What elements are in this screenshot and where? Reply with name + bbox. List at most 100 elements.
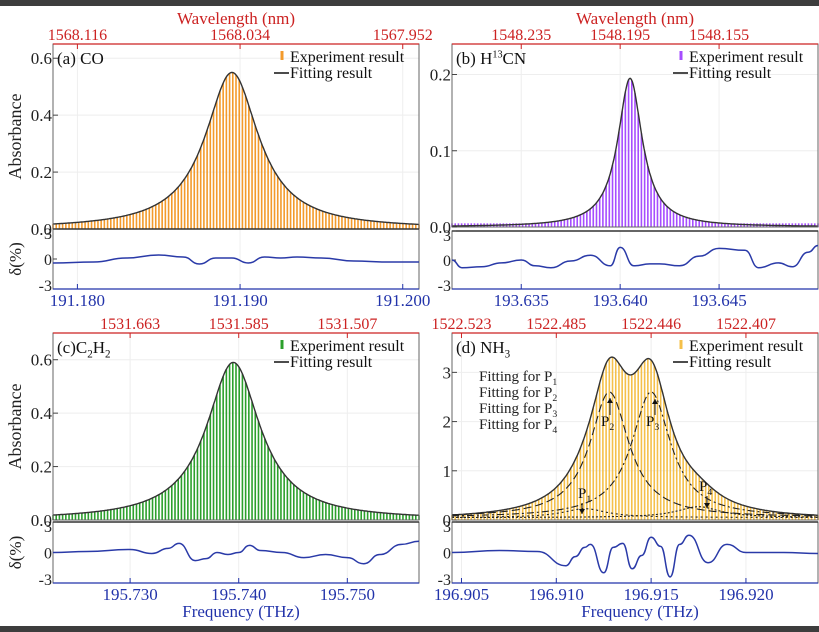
x-tick-label: 196.905 xyxy=(434,585,489,604)
panel-label: (c)C2H2 xyxy=(57,338,111,360)
component-curve-p3 xyxy=(452,391,819,517)
label-part: 1 xyxy=(552,377,557,388)
label-part: 3 xyxy=(505,348,511,360)
x-tick-label: 193.645 xyxy=(691,291,746,310)
window-frame-top xyxy=(0,0,819,6)
x-tick-label: 191.190 xyxy=(212,291,267,310)
y-tick-label: 0.0 xyxy=(430,218,451,237)
label-part: 4 xyxy=(707,487,712,498)
top-tick-label: 1567.952 xyxy=(373,27,433,44)
label-part: (c)C xyxy=(57,338,87,357)
y-tick-label: 0.6 xyxy=(31,49,52,68)
top-tick-label: 1522.523 xyxy=(431,316,491,333)
label-part: 2 xyxy=(552,393,557,404)
label-part: (a) CO xyxy=(57,49,104,68)
residual-y-tick-label: 3 xyxy=(44,226,52,243)
window-frame-bottom xyxy=(0,626,819,632)
label-part: 4 xyxy=(552,425,557,436)
fitting-curve xyxy=(53,361,420,516)
residual-line xyxy=(52,540,420,565)
panel-a: 1568.116 1568.034 1567.952 Wavelength (nm) 0… xyxy=(5,9,433,310)
arrow-head-icon xyxy=(652,399,658,404)
label-part: 13 xyxy=(492,50,502,61)
residual-y-tick-label: -3 xyxy=(438,572,451,589)
y-tick-label: 0.4 xyxy=(31,404,53,423)
legend-item-fitting: Fitting result xyxy=(689,354,772,371)
top-tick-label: 1522.485 xyxy=(526,316,586,333)
arrow-head-icon xyxy=(607,398,613,403)
label-part: P xyxy=(601,414,609,430)
top-tick-label: 1548.195 xyxy=(590,27,650,44)
x-tick-label: 196.920 xyxy=(718,585,773,604)
residual-y-axis-title: δ(%) xyxy=(6,536,25,570)
annotation-p3: P3 xyxy=(646,414,659,433)
experiment-bars xyxy=(451,79,819,227)
legend-item-fitting: Fitting result xyxy=(290,65,373,82)
label-part: 2 xyxy=(609,422,614,433)
x-tick-label: 196.910 xyxy=(529,585,584,604)
arrow-head-icon xyxy=(579,509,585,514)
top-tick-label: 1548.155 xyxy=(689,27,749,44)
component-legend-item: Fitting for P4 xyxy=(479,417,557,436)
label-part: Fitting for P xyxy=(479,369,552,385)
top-tick-label: 1522.446 xyxy=(621,316,681,333)
label-part: 3 xyxy=(552,409,557,420)
panel-label: (d) NH3 xyxy=(456,338,511,360)
legend-item-fitting: Fitting result xyxy=(290,354,373,371)
component-legend-item: Fitting for P3 xyxy=(479,401,557,420)
label-part: Fitting for P xyxy=(479,385,552,401)
y-tick-label: 0.1 xyxy=(430,142,451,161)
arrow-head-icon xyxy=(704,503,710,508)
annotation-p2: P2 xyxy=(601,414,614,433)
component-legend-item: Fitting for P1 xyxy=(479,369,557,388)
residual-y-tick-label: 0 xyxy=(44,252,52,269)
residual-y-tick-label: -3 xyxy=(438,278,451,295)
top-tick-label: 1548.235 xyxy=(491,27,551,44)
x-axis-title: Frequency (THz) xyxy=(581,602,699,621)
label-part: Fitting for P xyxy=(479,401,552,417)
label-part: P xyxy=(578,486,586,502)
component-legend-item: Fitting for P2 xyxy=(479,385,557,404)
legend-item-experiment: Experiment result xyxy=(290,338,405,355)
x-tick-label: 195.730 xyxy=(102,585,157,604)
experiment-bars xyxy=(52,72,420,229)
x-tick-label: 195.740 xyxy=(211,585,266,604)
top-axis-title: Wavelength (nm) xyxy=(576,9,694,28)
x-tick-label: 191.200 xyxy=(375,291,430,310)
label-part: CN xyxy=(503,49,527,68)
residual-line xyxy=(451,534,819,578)
panel-label: (a) CO xyxy=(57,49,104,68)
x-tick-label: 193.640 xyxy=(593,291,648,310)
top-tick-label: 1568.034 xyxy=(210,27,270,44)
y-tick-label: 0.2 xyxy=(31,458,52,477)
y-tick-label: 0.6 xyxy=(31,351,52,370)
x-tick-label: 191.180 xyxy=(50,291,105,310)
top-tick-label: 1522.407 xyxy=(716,316,776,333)
top-tick-label: 1531.585 xyxy=(209,316,269,333)
y-tick-label: 0.0 xyxy=(31,511,52,530)
x-tick-label: 195.750 xyxy=(320,585,375,604)
y-tick-label: 0.0 xyxy=(31,220,52,239)
top-tick-label: 1531.507 xyxy=(317,316,377,333)
label-part: (b) H xyxy=(456,49,492,68)
legend-item-experiment: Experiment result xyxy=(689,49,804,66)
residual-y-tick-label: 0 xyxy=(443,546,451,563)
x-axis-title: Frequency (THz) xyxy=(182,602,300,621)
y-tick-label: 2 xyxy=(443,413,452,432)
label-part: 3 xyxy=(654,422,659,433)
label-part: 2 xyxy=(87,348,93,360)
residual-y-tick-label: 3 xyxy=(443,519,451,536)
label-part: 2 xyxy=(105,348,111,360)
residual-line xyxy=(52,254,419,265)
residual-y-tick-label: 3 xyxy=(44,519,52,536)
residual-y-tick-label: -3 xyxy=(39,278,52,295)
residual-y-tick-label: -3 xyxy=(39,572,52,589)
y-tick-label: 1 xyxy=(443,462,452,481)
y-axis-title: Absorbance xyxy=(5,384,25,470)
y-axis-title: Absorbance xyxy=(5,94,25,180)
label-part: Fitting for P xyxy=(479,417,552,433)
label-part: H xyxy=(93,338,105,357)
y-tick-label: 0.4 xyxy=(31,106,53,125)
